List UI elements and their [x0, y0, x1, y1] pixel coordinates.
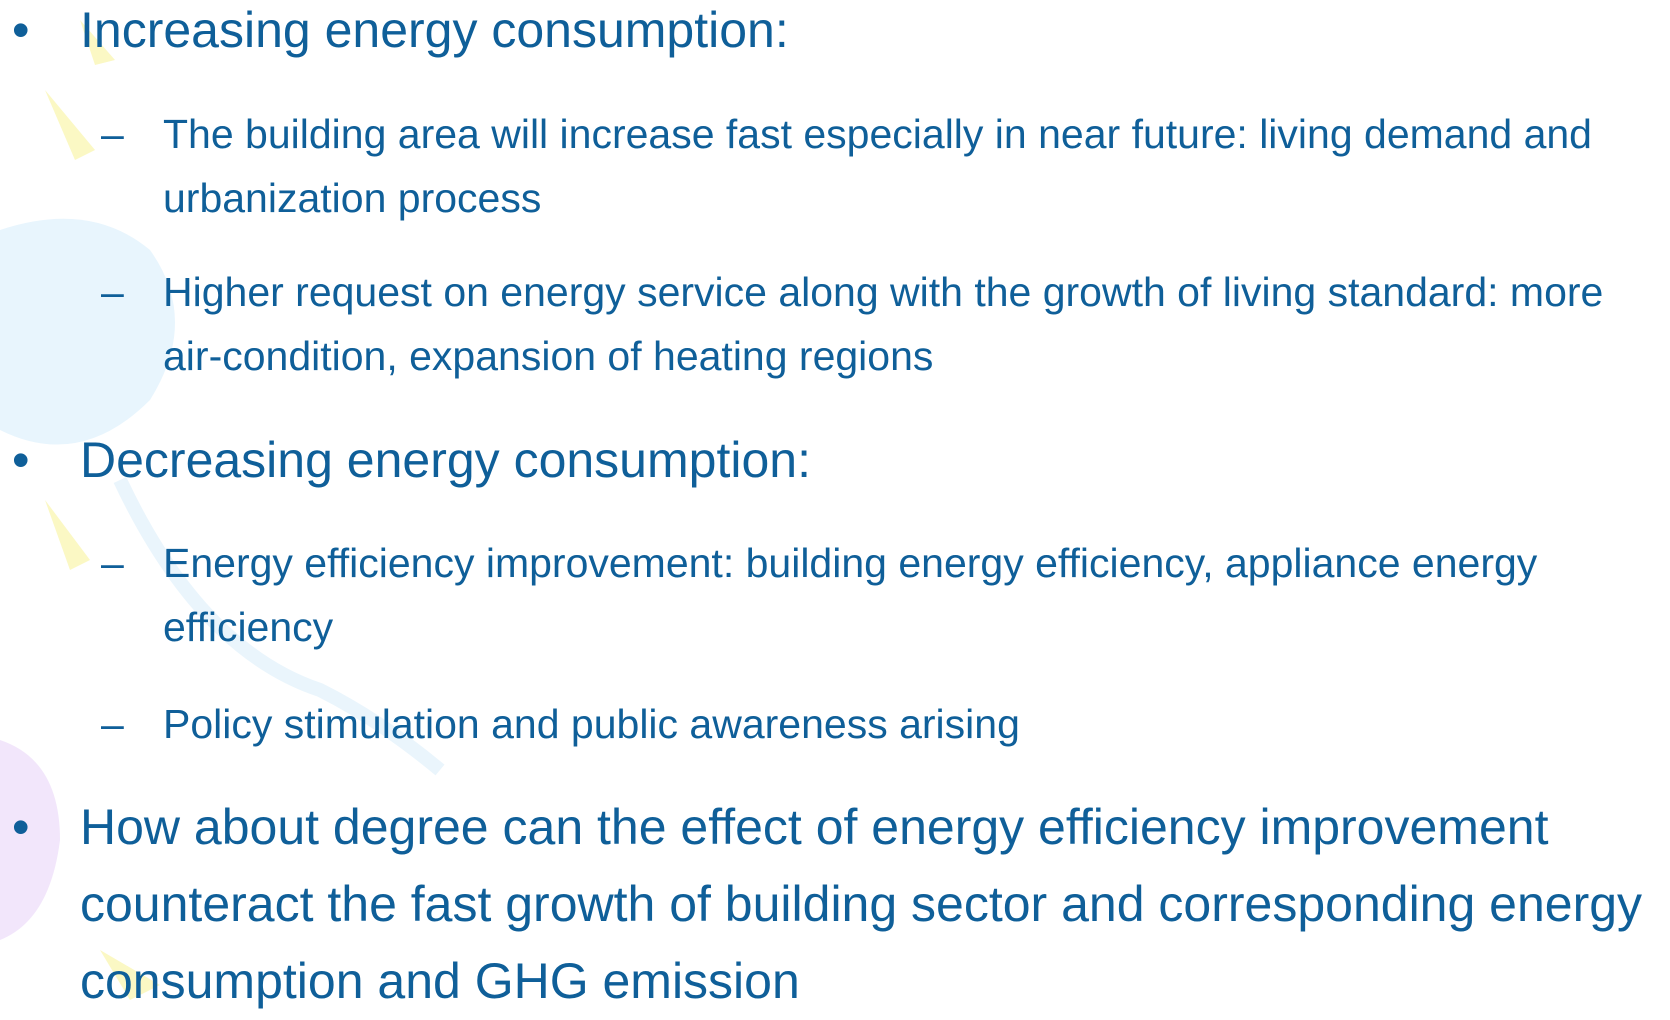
ray: [45, 90, 95, 160]
slide: •Increasing energy consumption: –The bui…: [0, 0, 1670, 1005]
bullet: •How about degree can the effect of ener…: [80, 789, 1660, 1020]
bullet: •Increasing energy consumption:: [80, 0, 1660, 69]
ray: [45, 500, 90, 570]
dash-marker: –: [101, 102, 124, 166]
bullet-marker: •: [12, 0, 30, 69]
bullet-text: How about degree can the effect of energ…: [80, 799, 1642, 1009]
sub-bullet: –Energy efficiency improvement: building…: [163, 531, 1663, 659]
sub-bullet: –Higher request on energy service along …: [163, 260, 1663, 388]
sub-bullet-text: Energy efficiency improvement: building …: [163, 540, 1537, 650]
sub-bullet: –Policy stimulation and public awareness…: [163, 692, 1663, 756]
dash-marker: –: [101, 260, 124, 324]
bullet-text: Decreasing energy consumption:: [80, 432, 811, 488]
dash-marker: –: [101, 531, 124, 595]
bullet: •Decreasing energy consumption:: [80, 422, 1660, 499]
dash-marker: –: [101, 692, 124, 756]
sub-bullet-text: Policy stimulation and public awareness …: [163, 701, 1020, 747]
blob: [0, 219, 175, 445]
sub-bullet-text: The building area will increase fast esp…: [163, 111, 1592, 221]
sub-bullet: –The building area will increase fast es…: [163, 102, 1663, 230]
bullet-marker: •: [12, 422, 30, 499]
bullet-text: Increasing energy consumption:: [80, 2, 789, 58]
sub-bullet-text: Higher request on energy service along w…: [163, 269, 1603, 379]
bullet-marker: •: [12, 789, 30, 866]
blob: [0, 740, 60, 940]
